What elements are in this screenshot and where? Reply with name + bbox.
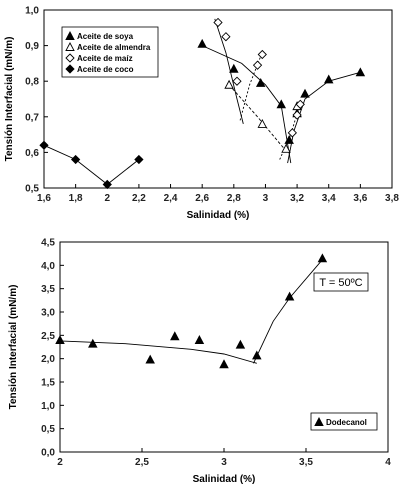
data-point-dodecanol <box>170 331 180 341</box>
data-point-aceite-de-coco <box>39 140 49 150</box>
annotation-text: T = 50ºC <box>319 277 362 289</box>
x-tick-label: 2 <box>104 193 110 204</box>
fit-line-dodecanol <box>253 259 323 364</box>
data-point-aceite-de-maíz <box>221 32 231 42</box>
x-tick-label: 3,2 <box>290 193 304 204</box>
plot-frame-0 <box>43 9 393 189</box>
x-tick-label: 3 <box>263 193 269 204</box>
fit-line-aceite-de-almendra <box>228 84 288 153</box>
data-point-aceite-de-almendra <box>281 143 291 153</box>
x-tick-label: 3,6 <box>353 193 367 204</box>
x-tick-label: 2,6 <box>195 193 209 204</box>
legend-box <box>61 26 159 78</box>
fit-line-aceite-de-coco <box>43 144 108 185</box>
x-tick-label: 2,2 <box>132 193 146 204</box>
data-point-dodecanol <box>252 350 262 360</box>
data-point-aceite-de-coco <box>102 179 112 190</box>
y-tick-label: 0,9 <box>25 41 39 52</box>
data-point-aceite-de-soya <box>229 63 239 73</box>
x-axis-title: Salinidad (%) <box>187 210 250 221</box>
data-point-aceite-de-soya <box>197 38 207 48</box>
plot-0: 0,5 0,6 0,7 0,8 0,9 1,0 1,6 1,8 2 2,2 2,4 2,6 2,8 3 3,… <box>4 6 399 222</box>
data-point-aceite-de-almendra <box>224 79 234 89</box>
data-point-aceite-de-maíz <box>257 49 267 60</box>
data-point-dodecanol <box>284 291 295 301</box>
legend-box <box>310 412 378 431</box>
x-tick-label: 3,5 <box>299 457 313 468</box>
data-point-aceite-de-soya <box>323 74 334 84</box>
annotation-box <box>313 272 369 292</box>
legend-label: Aceite de almendra <box>77 43 151 52</box>
y-tick-label: 0,5 <box>25 184 39 195</box>
plot-1: 0,0 0,5 1,0 1,5 2,0 2,5 3,0 3,5 4,0 4,5 2 2,5 3 3,5 4 S… <box>8 238 391 486</box>
data-point-aceite-de-almendra <box>257 118 268 128</box>
data-point-aceite-de-soya <box>284 134 294 144</box>
x-tick-label: 4 <box>385 457 391 468</box>
data-point-dodecanol <box>235 339 246 349</box>
data-point-aceite-de-coco <box>134 154 144 165</box>
x-tick-label: 2,4 <box>164 193 178 204</box>
y-tick-label: 2,5 <box>41 331 55 342</box>
data-point-dodecanol <box>145 354 155 364</box>
y-axis-title: Tensión Interfacial (mN/m) <box>8 285 19 410</box>
data-point-dodecanol <box>55 335 65 344</box>
data-point-dodecanol <box>317 253 328 263</box>
data-point-dodecanol <box>219 359 229 369</box>
x-tick-label: 3,4 <box>322 193 336 204</box>
legend-label: Aceite de coco <box>77 65 134 74</box>
legend-label: Aceite de soya <box>77 32 134 41</box>
data-point-aceite-de-maíz <box>292 110 302 120</box>
legend-label: Aceite de maíz <box>77 54 133 63</box>
fit-line-aceite-de-maíz <box>214 18 244 125</box>
data-point-aceite-de-maíz <box>287 128 297 138</box>
x-tick-label: 2,8 <box>227 193 241 204</box>
y-tick-label: 0,0 <box>41 448 55 459</box>
x-tick-label: 3,8 <box>385 193 399 204</box>
y-tick-label: 2,0 <box>41 354 55 365</box>
legend-marker <box>65 64 75 74</box>
y-tick-label: 4,5 <box>41 238 55 249</box>
y-tick-label: 1,0 <box>41 401 55 412</box>
y-tick-label: 1,0 <box>25 6 39 17</box>
y-tick-label: 4,0 <box>41 261 55 272</box>
y-tick-label: 0,8 <box>25 77 39 88</box>
data-point-aceite-de-coco <box>70 154 81 165</box>
x-tick-label: 2 <box>57 457 63 468</box>
x-tick-label: 2,5 <box>135 457 149 468</box>
fit-line-aceite-de-soya <box>202 45 292 164</box>
data-point-aceite-de-maíz <box>213 17 223 28</box>
y-tick-label: 0,6 <box>25 148 39 159</box>
data-point-dodecanol <box>88 338 98 348</box>
y-tick-label: 1,5 <box>41 378 55 389</box>
data-point-aceite-de-maíz <box>232 76 242 86</box>
x-tick-label: 1,6 <box>37 193 51 204</box>
data-point-aceite-de-soya <box>355 67 366 77</box>
data-point-aceite-de-maíz <box>295 99 305 109</box>
data-point-aceite-de-soya <box>276 99 287 109</box>
data-point-dodecanol <box>194 335 205 344</box>
x-tick-label: 3 <box>221 457 227 468</box>
legend-marker <box>65 42 75 51</box>
legend-marker <box>65 31 75 40</box>
y-axis-title: Tensión Interfacial (mN/m) <box>4 37 15 162</box>
x-axis-title: Salinidad (%) <box>193 474 256 485</box>
legend-marker <box>314 417 324 426</box>
data-point-aceite-de-maíz <box>252 60 263 70</box>
data-point-aceite-de-soya <box>255 78 266 87</box>
fit-line-dodecanol <box>59 340 257 364</box>
y-tick-label: 0,5 <box>41 424 55 435</box>
fit-line-aceite-de-coco <box>107 159 140 185</box>
data-point-aceite-de-soya <box>300 88 310 98</box>
legend-label: Dodecanol <box>326 418 367 427</box>
legend-marker <box>65 53 75 63</box>
y-tick-label: 0,7 <box>25 112 39 123</box>
y-tick-label: 3,5 <box>41 284 55 295</box>
x-tick-label: 1,8 <box>69 193 83 204</box>
y-tick-label: 3,0 <box>41 308 55 319</box>
